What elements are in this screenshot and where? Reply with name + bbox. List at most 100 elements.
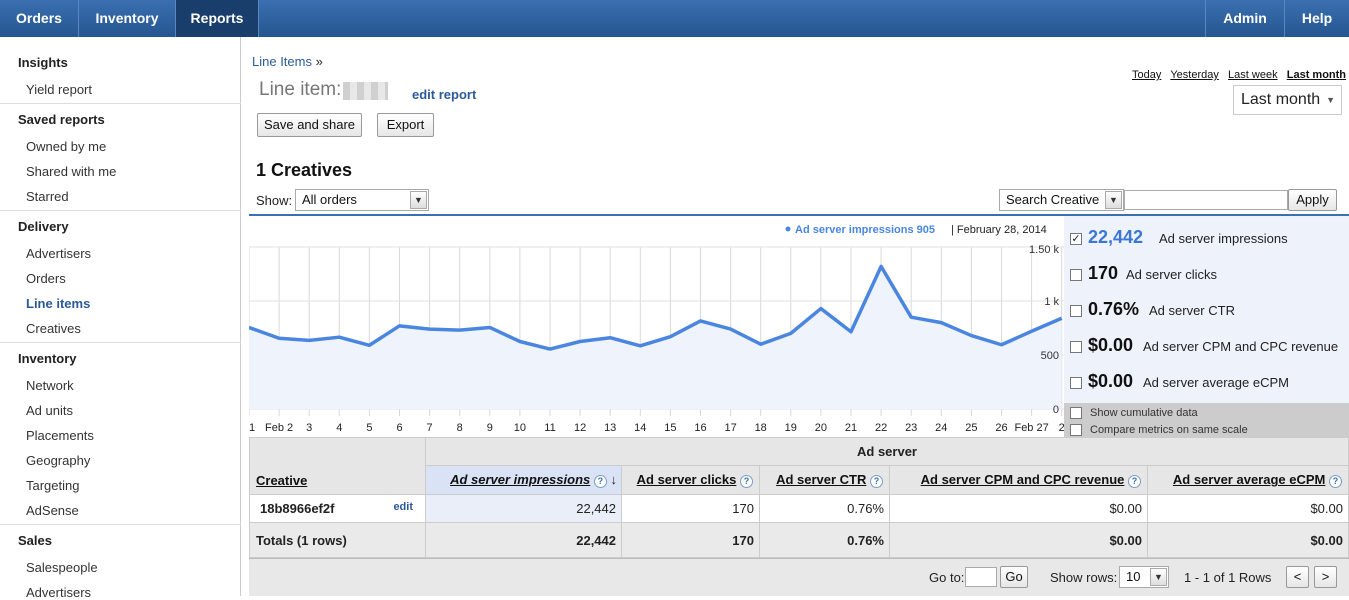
column-header-ctr[interactable]: Ad server CTR ?: [759, 465, 890, 495]
sidebar-item-creatives[interactable]: Creatives: [26, 321, 81, 336]
metric-checkbox[interactable]: [1070, 377, 1082, 389]
column-header-ecpm[interactable]: Ad server average eCPM ?: [1147, 465, 1349, 495]
column-header-impressions[interactable]: Ad server impressions ? ↓: [425, 465, 622, 495]
date-range-select[interactable]: Last month ▼: [1233, 85, 1342, 115]
series-line: [249, 264, 1063, 351]
same-scale-label: Compare metrics on same scale: [1090, 424, 1248, 436]
tab-orders[interactable]: Orders: [16, 10, 62, 26]
x-tick-label: 3: [306, 422, 312, 434]
x-axis-band: [249, 416, 1064, 436]
sidebar-item-salespeople[interactable]: Salespeople: [26, 560, 98, 575]
sidebar-item-orders[interactable]: Orders: [26, 271, 66, 286]
x-tick-label: 24: [935, 422, 947, 434]
totals-label: Totals (1 rows): [249, 522, 426, 558]
rows-per-page-select[interactable]: 10 ▼: [1119, 566, 1169, 588]
show-orders-select[interactable]: All orders ▼: [295, 189, 429, 211]
x-tick-label: 9: [487, 422, 493, 434]
sidebar-item-owned-by-me[interactable]: Owned by me: [26, 139, 107, 154]
help-icon[interactable]: ?: [593, 474, 607, 488]
help-icon[interactable]: ?: [1128, 474, 1141, 488]
sort-descending-icon: ↓: [610, 472, 618, 488]
sidebar-item-ad-units[interactable]: Ad units: [26, 403, 73, 418]
column-header-clicks[interactable]: Ad server clicks ?: [621, 465, 760, 495]
cell-ctr: 0.76%: [759, 494, 890, 523]
metric-checkbox[interactable]: ✓: [1070, 233, 1082, 245]
x-tick-label: 25: [965, 422, 977, 434]
x-tick-label: 20: [815, 422, 827, 434]
breadcrumb-line-items-link[interactable]: Line Items: [252, 54, 312, 69]
tab-reports[interactable]: Reports: [176, 0, 258, 37]
pager-range: 1 - 1 of 1 Rows: [1184, 570, 1272, 585]
previous-page-button[interactable]: <: [1286, 566, 1309, 588]
x-tick-label: 17: [724, 422, 736, 434]
sidebar-divider: [0, 342, 241, 343]
help-icon[interactable]: ?: [740, 474, 753, 488]
edit-report-link[interactable]: edit report: [412, 87, 477, 102]
metric-checkbox[interactable]: [1070, 341, 1082, 353]
tab-help[interactable]: Help: [1301, 10, 1333, 26]
date-range-links: Today Yesterday Last week Last month: [1132, 69, 1346, 81]
sidebar-item-starred[interactable]: Starred: [26, 189, 69, 204]
sidebar-item-network[interactable]: Network: [26, 378, 74, 393]
date-yesterday-link[interactable]: Yesterday: [1170, 69, 1219, 81]
metric-checkbox[interactable]: [1070, 305, 1082, 317]
search-creative-select[interactable]: Search Creative ▼: [999, 189, 1124, 211]
metrics-panel: ✓ 22,442 Ad server impressions 170 Ad se…: [1064, 216, 1349, 403]
metric-label: Ad server CTR: [1149, 303, 1235, 318]
series-area: [249, 266, 1062, 409]
same-scale-option[interactable]: Compare metrics on same scale: [1070, 424, 1248, 437]
date-last-month-link[interactable]: Last month: [1286, 69, 1347, 81]
cumulative-checkbox[interactable]: [1070, 407, 1082, 420]
nav-divider: [1284, 0, 1285, 37]
chevron-down-icon: ▼: [1150, 568, 1167, 586]
sidebar-item-placements[interactable]: Placements: [26, 428, 94, 443]
x-tick-label: 7: [427, 422, 433, 434]
column-header-revenue[interactable]: Ad server CPM and CPC revenue ?: [889, 465, 1148, 495]
sidebar-divider: [0, 210, 241, 211]
go-button[interactable]: Go: [1000, 566, 1028, 588]
sidebar-item-sales-advertisers[interactable]: Advertisers: [26, 585, 92, 600]
tab-admin[interactable]: Admin: [1223, 10, 1267, 26]
nav-divider: [1205, 0, 1206, 37]
sidebar-item-yield-report[interactable]: Yield report: [26, 82, 92, 97]
sidebar-item-advertisers[interactable]: Advertisers: [26, 246, 92, 261]
help-icon[interactable]: ?: [1329, 474, 1342, 488]
next-page-button[interactable]: >: [1314, 566, 1337, 588]
sidebar-heading-delivery: Delivery: [18, 219, 69, 234]
export-button[interactable]: Export: [377, 113, 434, 137]
same-scale-checkbox[interactable]: [1070, 424, 1082, 437]
x-tick-label: 5: [366, 422, 372, 434]
sidebar-item-line-items[interactable]: Line items: [26, 296, 91, 311]
chart-options: Show cumulative data Compare metrics on …: [1064, 403, 1349, 438]
sidebar-heading-saved-reports: Saved reports: [18, 112, 105, 127]
goto-page-input[interactable]: [965, 567, 997, 587]
date-today-link[interactable]: Today: [1132, 69, 1162, 81]
save-and-share-button[interactable]: Save and share: [257, 113, 362, 137]
metric-label: Ad server CPM and CPC revenue: [1143, 339, 1339, 354]
x-tick-label: 26: [995, 422, 1007, 434]
breadcrumb: Line Items »: [252, 54, 323, 69]
metric-value: 170: [1088, 263, 1119, 283]
apply-button[interactable]: Apply: [1288, 189, 1337, 211]
creative-name[interactable]: 18b8966ef2f: [260, 501, 335, 516]
chevron-down-icon: ▼: [410, 191, 427, 209]
legend-marker: [785, 226, 791, 232]
edit-creative-link[interactable]: edit: [393, 501, 413, 513]
sidebar-item-geography[interactable]: Geography: [26, 453, 91, 468]
metric-checkbox[interactable]: [1070, 269, 1082, 281]
sidebar-item-targeting[interactable]: Targeting: [26, 478, 80, 493]
report-table: Creative Ad server Ad server impressions…: [249, 437, 1349, 558]
tab-inventory[interactable]: Inventory: [95, 10, 159, 26]
cumulative-label: Show cumulative data: [1090, 407, 1198, 419]
totals-impressions: 22,442: [425, 522, 622, 558]
column-header-creative[interactable]: Creative: [249, 437, 426, 495]
cumulative-option[interactable]: Show cumulative data: [1070, 407, 1198, 420]
sidebar-item-shared-with-me[interactable]: Shared with me: [26, 164, 117, 179]
sidebar-item-adsense[interactable]: AdSense: [26, 503, 79, 518]
date-last-week-link[interactable]: Last week: [1228, 69, 1278, 81]
help-icon[interactable]: ?: [870, 474, 883, 488]
x-tick-label: 6: [396, 422, 402, 434]
x-tick-label: 21: [845, 422, 857, 434]
x-tick-label: 18: [755, 422, 767, 434]
search-creative-input[interactable]: [1124, 190, 1288, 210]
